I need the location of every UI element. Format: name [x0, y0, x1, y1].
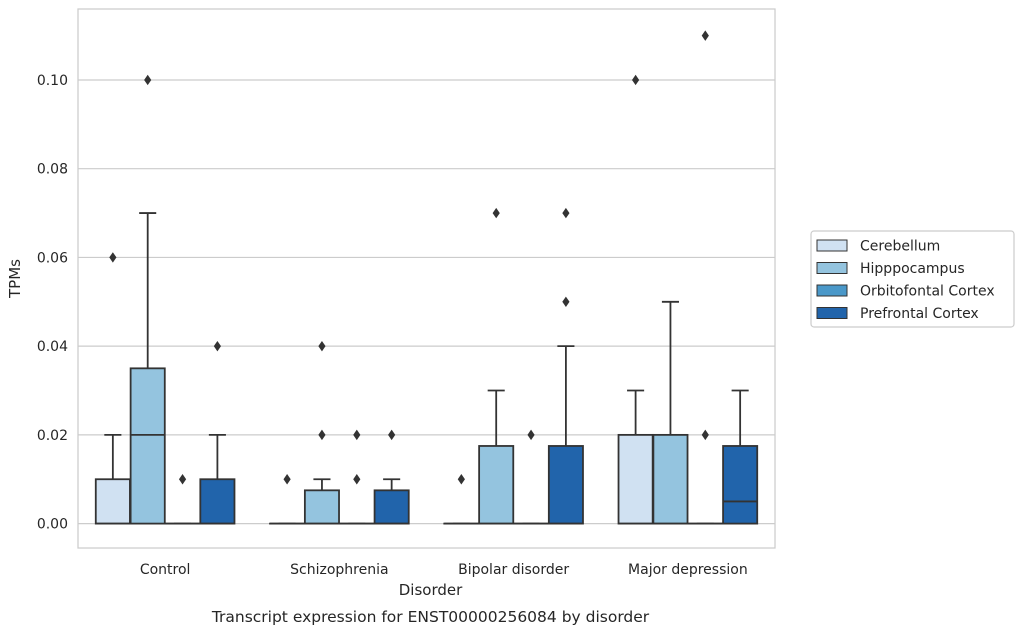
box-group: [199, 340, 236, 525]
box-group: [303, 340, 340, 525]
outlier-point: [562, 207, 570, 219]
legend-swatch: [816, 284, 848, 297]
outlier-point: [527, 429, 535, 441]
box-group: [722, 389, 759, 525]
x-tick-label: Major depression: [628, 562, 748, 578]
box-group: [129, 74, 166, 525]
box-group: [164, 474, 201, 525]
x-tick-label: Control: [140, 562, 191, 578]
legend-swatch: [816, 307, 848, 319]
legend-label: Prefrontal Cortex: [860, 306, 979, 322]
box: [199, 478, 236, 525]
outlier-point: [318, 340, 326, 352]
outlier-point: [701, 30, 709, 41]
outlier-point: [109, 252, 117, 263]
legend-label: Orbitofontal Cortex: [860, 284, 995, 300]
legend-item: Prefrontal Cortex: [816, 306, 979, 322]
legend-box: [810, 230, 1015, 328]
box: [617, 433, 654, 525]
box-group: [94, 252, 131, 525]
box: [478, 445, 515, 525]
y-tick-label: 0.10: [37, 73, 68, 89]
box: [722, 445, 759, 525]
y-tick-label: 0.08: [37, 162, 68, 178]
outlier-point: [213, 340, 221, 352]
legend-label: Cerebellum: [860, 239, 940, 255]
outlier-point: [701, 429, 709, 441]
legend-item: Cerebellum: [816, 239, 940, 255]
outlier-point: [353, 474, 361, 485]
box: [547, 445, 584, 525]
box-group: [478, 207, 515, 525]
chart-caption: Transcript expression for ENST0000025608…: [211, 608, 650, 626]
box-group: [652, 300, 689, 525]
outlier-point: [562, 296, 570, 307]
outlier-point: [457, 474, 465, 485]
y-tick-label: 0.06: [37, 250, 68, 266]
outlier-point: [318, 429, 326, 441]
plot-area: [77, 8, 776, 549]
box-group: [617, 74, 654, 525]
outlier-point: [144, 74, 152, 86]
box-group: [547, 207, 584, 525]
box: [652, 433, 689, 525]
x-axis-ticks: Control Schizophrenia Bipolar disorder Majo…: [140, 562, 748, 578]
box-group: [269, 474, 306, 525]
y-tick-label: 0.02: [37, 428, 68, 444]
legend-swatch: [816, 262, 848, 274]
box: [373, 489, 410, 525]
box-group: [513, 429, 550, 525]
x-axis-label: Disorder: [399, 581, 463, 599]
x-tick-label: Bipolar disorder: [458, 562, 569, 578]
legend-swatch: [816, 239, 848, 252]
box: [129, 367, 166, 525]
legend-item: Hipppocampus: [816, 261, 965, 277]
outlier-point: [283, 474, 291, 485]
outlier-point: [388, 429, 396, 441]
outlier-point: [492, 207, 500, 219]
box: [94, 478, 131, 525]
box: [303, 489, 340, 525]
outlier-point: [632, 74, 640, 86]
legend-item: Orbitofontal Cortex: [816, 284, 995, 300]
legend-label: Hipppocampus: [860, 261, 965, 277]
x-tick-label: Schizophrenia: [290, 562, 388, 578]
y-axis-label: TPMs: [6, 259, 24, 299]
box-group: [687, 30, 724, 525]
boxes: [94, 30, 759, 525]
y-tick-label: 0.00: [37, 517, 68, 533]
y-axis-ticks: 0.00 0.02 0.04 0.06 0.08 0.10: [37, 73, 68, 533]
outlier-point: [178, 474, 187, 485]
legend: Cerebellum Hipppocampus Orbitofontal Corte…: [810, 230, 1015, 328]
box-group: [443, 474, 480, 525]
box-group: [373, 429, 410, 525]
y-tick-label: 0.04: [37, 339, 68, 355]
box-group: [338, 429, 375, 525]
outlier-point: [353, 429, 361, 441]
